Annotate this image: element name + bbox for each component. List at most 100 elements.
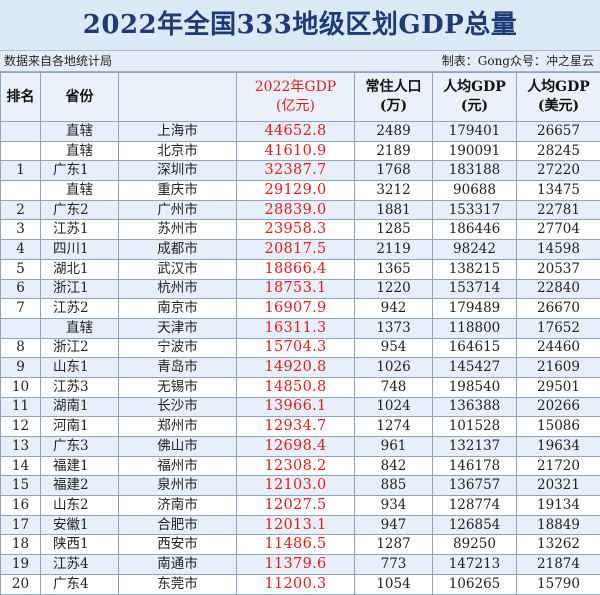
cell-rank: 5	[1, 259, 41, 279]
cell-city: 南京市	[119, 299, 237, 319]
cell-rank	[1, 141, 41, 161]
header-gdp-line2: (亿元)	[237, 97, 354, 116]
header-per-capita-cny[interactable]: 人均GDP (元)	[433, 73, 517, 122]
cell-rank: 10	[1, 377, 41, 397]
cell-population: 1365	[355, 259, 433, 279]
cell-province: 江苏1	[41, 220, 119, 240]
cell-city: 郑州市	[119, 417, 237, 437]
header-province[interactable]: 省份	[41, 73, 119, 122]
cell-per-capita-usd: 15086	[517, 417, 600, 437]
cell-gdp: 16311.3	[237, 318, 355, 338]
cell-rank: 16	[1, 496, 41, 516]
cell-per-capita-cny: 132137	[433, 437, 517, 457]
cell-province: 安徽1	[41, 515, 119, 535]
header-city[interactable]	[119, 73, 237, 122]
header-population[interactable]: 常住人口 (万)	[355, 73, 433, 122]
cell-gdp: 32387.7	[237, 161, 355, 181]
gdp-table: 排名 省份 2022年GDP (亿元) 常住人口 (万) 人均GDP (元) 人…	[0, 72, 600, 595]
cell-population: 2489	[355, 122, 433, 142]
cell-city: 西安市	[119, 535, 237, 555]
cell-gdp: 12698.4	[237, 437, 355, 457]
header-gdp-line1: 2022年GDP	[237, 78, 354, 97]
table-header-row: 排名 省份 2022年GDP (亿元) 常住人口 (万) 人均GDP (元) 人…	[1, 73, 600, 122]
cell-gdp: 13966.1	[237, 397, 355, 417]
cell-per-capita-usd: 14598	[517, 240, 600, 260]
cell-gdp: 11486.5	[237, 535, 355, 555]
cell-per-capita-usd: 22781	[517, 200, 600, 220]
cell-gdp: 28839.0	[237, 200, 355, 220]
cell-per-capita-cny: 179401	[433, 122, 517, 142]
header-pc-line2: (元)	[433, 97, 516, 116]
cell-per-capita-usd: 26670	[517, 299, 600, 319]
cell-province: 广东1	[41, 161, 119, 181]
cell-per-capita-cny: 128774	[433, 496, 517, 516]
header-pop-line1: 常住人口	[355, 78, 432, 97]
cell-per-capita-cny: 138215	[433, 259, 517, 279]
cell-population: 934	[355, 496, 433, 516]
cell-city: 福州市	[119, 456, 237, 476]
cell-province: 浙江1	[41, 279, 119, 299]
cell-rank: 4	[1, 240, 41, 260]
cell-per-capita-usd: 27220	[517, 161, 600, 181]
cell-gdp: 41610.9	[237, 141, 355, 161]
cell-per-capita-usd: 22840	[517, 279, 600, 299]
cell-per-capita-cny: 136388	[433, 397, 517, 417]
cell-per-capita-cny: 153714	[433, 279, 517, 299]
cell-gdp: 20817.5	[237, 240, 355, 260]
cell-population: 947	[355, 515, 433, 535]
cell-city: 重庆市	[119, 181, 237, 201]
cell-province: 江苏4	[41, 555, 119, 575]
cell-city: 上海市	[119, 122, 237, 142]
cell-per-capita-usd: 19634	[517, 437, 600, 457]
cell-per-capita-usd: 28245	[517, 141, 600, 161]
cell-population: 1287	[355, 535, 433, 555]
cell-gdp: 18866.4	[237, 259, 355, 279]
cell-gdp: 12027.5	[237, 496, 355, 516]
cell-per-capita-cny: 118800	[433, 318, 517, 338]
cell-city: 无锡市	[119, 377, 237, 397]
cell-city: 武汉市	[119, 259, 237, 279]
cell-rank	[1, 122, 41, 142]
cell-rank: 13	[1, 437, 41, 457]
cell-per-capita-cny: 98242	[433, 240, 517, 260]
cell-per-capita-cny: 179489	[433, 299, 517, 319]
cell-city: 佛山市	[119, 437, 237, 457]
cell-province: 直辖	[41, 318, 119, 338]
cell-province: 陕西1	[41, 535, 119, 555]
header-gdp[interactable]: 2022年GDP (亿元)	[237, 73, 355, 122]
cell-population: 1024	[355, 397, 433, 417]
cell-province: 山东1	[41, 358, 119, 378]
cell-gdp: 12934.7	[237, 417, 355, 437]
cell-per-capita-cny: 153317	[433, 200, 517, 220]
cell-per-capita-cny: 198540	[433, 377, 517, 397]
cell-city: 东莞市	[119, 574, 237, 594]
header-per-capita-usd[interactable]: 人均GDP (美元)	[517, 73, 600, 122]
cell-province: 江苏3	[41, 377, 119, 397]
cell-province: 广东4	[41, 574, 119, 594]
cell-rank: 6	[1, 279, 41, 299]
cell-province: 直辖	[41, 122, 119, 142]
cell-province: 浙江2	[41, 338, 119, 358]
cell-gdp: 12308.2	[237, 456, 355, 476]
cell-city: 宁波市	[119, 338, 237, 358]
cell-province: 广东2	[41, 200, 119, 220]
cell-gdp: 14920.8	[237, 358, 355, 378]
cell-rank: 20	[1, 574, 41, 594]
cell-population: 961	[355, 437, 433, 457]
cell-per-capita-cny: 136757	[433, 476, 517, 496]
cell-city: 苏州市	[119, 220, 237, 240]
cell-population: 1285	[355, 220, 433, 240]
cell-population: 1768	[355, 161, 433, 181]
cell-rank: 1	[1, 161, 41, 181]
header-rank[interactable]: 排名	[1, 73, 41, 122]
